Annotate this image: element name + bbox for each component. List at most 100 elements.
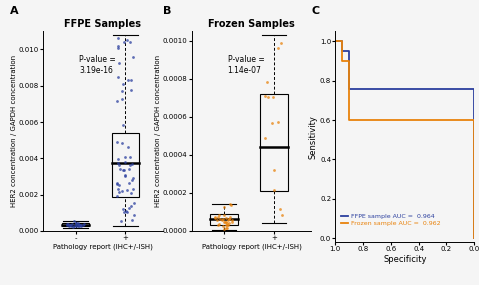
Point [123, 37, 130, 42]
Point [127, 78, 135, 83]
Point [74, 223, 82, 228]
Point [121, 174, 129, 178]
Point [114, 181, 121, 186]
Point [269, 94, 277, 99]
Point [225, 221, 232, 225]
Point [223, 219, 230, 224]
Point [125, 155, 133, 160]
Point [228, 203, 235, 207]
Point [69, 225, 77, 229]
Point [130, 201, 138, 205]
Point [76, 223, 84, 227]
Point [118, 189, 126, 193]
Point [222, 223, 229, 228]
Point [75, 222, 83, 227]
Point [72, 223, 80, 228]
Point [76, 223, 83, 227]
Point [125, 205, 133, 210]
Point [221, 205, 228, 210]
Point [264, 95, 272, 99]
Point [68, 222, 76, 227]
Point [278, 213, 285, 217]
Point [270, 188, 277, 193]
Point [77, 222, 84, 227]
Point [114, 75, 122, 80]
Y-axis label: HER2 concentration / GAPDH concentration: HER2 concentration / GAPDH concentration [155, 55, 161, 207]
Point [226, 202, 233, 207]
Point [75, 224, 82, 229]
Point [220, 220, 228, 224]
Point [119, 207, 126, 211]
Point [129, 186, 137, 191]
Point [262, 136, 269, 140]
Point [72, 224, 80, 228]
Point [224, 218, 232, 223]
Point [72, 221, 80, 226]
Point [114, 161, 122, 166]
Point [270, 168, 277, 172]
Point [63, 223, 70, 227]
Point [114, 44, 122, 48]
Point [214, 215, 221, 219]
Y-axis label: Sensitivity: Sensitivity [308, 115, 317, 159]
Point [214, 222, 222, 227]
Point [116, 167, 124, 172]
Point [65, 223, 73, 228]
Point [211, 215, 219, 220]
Point [223, 226, 230, 230]
Point [221, 220, 228, 224]
Bar [112, 133, 139, 197]
Point [125, 167, 133, 172]
Point [118, 97, 126, 102]
Point [113, 140, 121, 144]
Point [219, 217, 227, 221]
X-axis label: Specificity: Specificity [383, 255, 426, 264]
Point [124, 188, 131, 193]
Title: Frozen Samples: Frozen Samples [208, 19, 295, 29]
Point [215, 213, 223, 217]
Point [222, 216, 230, 221]
Point [126, 40, 134, 45]
Title: FFPE Samples: FFPE Samples [65, 19, 141, 29]
Point [64, 222, 72, 227]
Point [220, 227, 228, 231]
Point [114, 45, 121, 50]
Point [66, 222, 73, 227]
Point [262, 94, 269, 99]
Point [114, 36, 122, 41]
Point [113, 182, 121, 186]
Point [76, 222, 83, 227]
Point [114, 187, 122, 192]
Point [128, 178, 136, 182]
Point [121, 172, 129, 177]
Point [127, 88, 135, 92]
Point [220, 213, 228, 217]
X-axis label: Pathology report (IHC+/-ISH): Pathology report (IHC+/-ISH) [53, 244, 153, 250]
Point [212, 215, 219, 219]
Point [80, 222, 88, 226]
Point [125, 180, 133, 185]
Point [115, 183, 123, 188]
Point [120, 210, 127, 215]
Point [219, 224, 227, 229]
Point [67, 223, 74, 228]
Point [217, 217, 224, 221]
Point [123, 209, 130, 214]
Point [228, 220, 235, 225]
Text: P-value =
3.19e-16: P-value = 3.19e-16 [79, 55, 116, 75]
Text: B: B [163, 6, 171, 16]
Point [74, 221, 81, 225]
Point [218, 218, 226, 222]
Point [127, 203, 135, 208]
Point [76, 223, 84, 227]
Point [77, 223, 85, 228]
Point [118, 141, 126, 145]
Point [277, 41, 285, 46]
Point [71, 224, 79, 228]
Point [124, 210, 131, 214]
Point [213, 218, 220, 222]
Point [72, 221, 80, 225]
Point [276, 207, 284, 211]
Point [228, 218, 236, 222]
Point [63, 221, 71, 226]
